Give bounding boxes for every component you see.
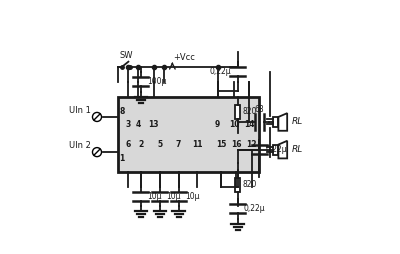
Text: 1: 1 (120, 154, 125, 163)
Polygon shape (278, 141, 287, 158)
Text: 9: 9 (215, 120, 220, 129)
Text: UIn 2: UIn 2 (69, 141, 91, 150)
Text: +Vcc: +Vcc (174, 53, 196, 62)
Text: 0,22µ: 0,22µ (265, 145, 287, 154)
Text: 10µ: 10µ (147, 192, 162, 201)
Bar (235, 178, 240, 192)
Text: 2: 2 (138, 140, 144, 149)
Text: 7: 7 (176, 140, 181, 149)
Text: UIn 1: UIn 1 (69, 106, 91, 115)
Text: 820: 820 (243, 180, 257, 189)
Text: 820: 820 (243, 107, 257, 116)
Text: 3: 3 (126, 120, 131, 129)
Text: 5: 5 (157, 140, 162, 149)
Text: 11: 11 (192, 140, 203, 149)
Bar (273, 145, 278, 155)
Text: 68: 68 (254, 105, 264, 115)
Text: 8: 8 (120, 107, 125, 116)
Text: 100µ: 100µ (147, 77, 167, 86)
Text: 6: 6 (126, 140, 131, 149)
Text: 0,22µ: 0,22µ (210, 67, 232, 76)
Bar (118, 97, 259, 172)
Text: RL: RL (292, 118, 303, 126)
Text: 10: 10 (229, 120, 239, 129)
Text: 0,22µ: 0,22µ (244, 204, 266, 213)
Text: 16: 16 (231, 140, 242, 149)
Text: 14: 14 (244, 120, 254, 129)
Text: 13: 13 (148, 120, 159, 129)
Text: 10µ: 10µ (166, 192, 180, 201)
Text: 15: 15 (216, 140, 226, 149)
Text: 12: 12 (246, 140, 257, 149)
Text: RL: RL (292, 145, 303, 154)
Text: 10µ: 10µ (185, 192, 200, 201)
Bar (235, 105, 240, 119)
Text: 4: 4 (136, 120, 141, 129)
Polygon shape (278, 113, 287, 131)
Bar (273, 117, 278, 127)
Text: SW: SW (119, 51, 133, 60)
